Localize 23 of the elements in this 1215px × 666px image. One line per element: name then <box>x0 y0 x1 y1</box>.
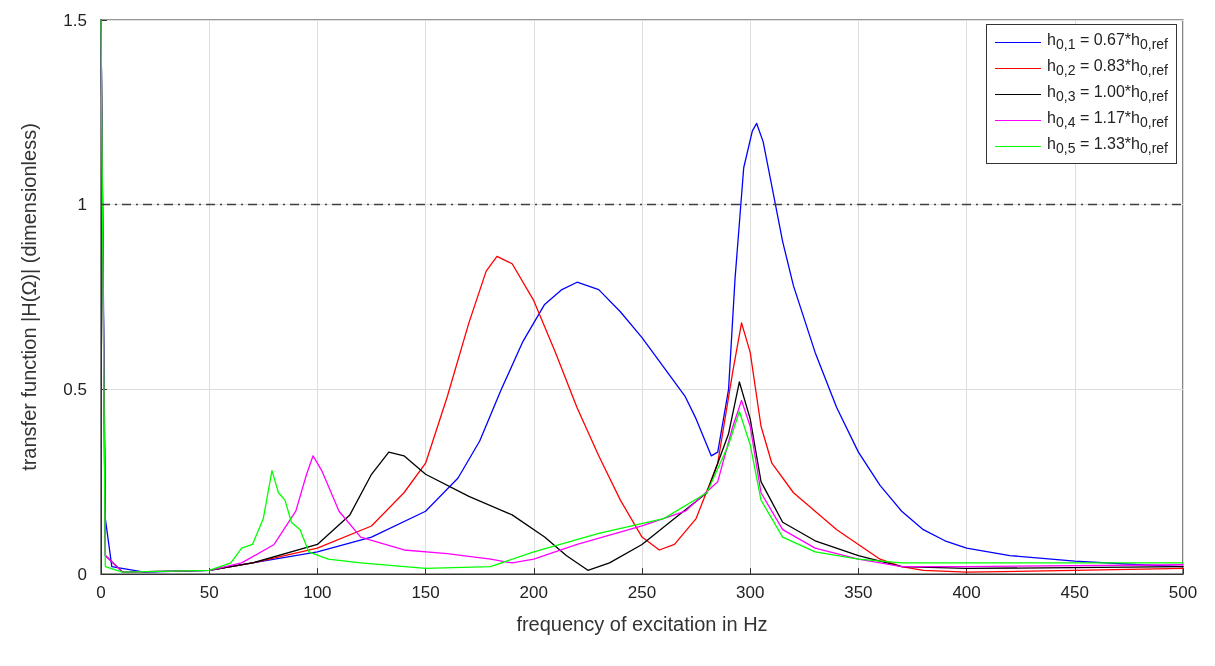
legend-label: h$_{0,1}$ = 0.67*h$_{0,ref}$ <box>1047 31 1168 53</box>
y-tick-label: 1 <box>77 195 87 215</box>
x-tick-label: 400 <box>952 583 981 602</box>
x-tick-label: 200 <box>519 583 548 602</box>
x-tick-label: 450 <box>1060 583 1089 602</box>
x-tick-label: 500 <box>1168 583 1198 602</box>
legend-label: h$_{0,4}$ = 1.17*h$_{0,ref}$ <box>1047 109 1168 131</box>
x-axis-title: frequency of excitation in Hz <box>516 613 768 635</box>
x-tick-label: 150 <box>411 583 440 602</box>
legend-label: h$_{0,3}$ = 1.00*h$_{0,ref}$ <box>1047 83 1168 105</box>
x-tick-label: 350 <box>844 583 873 602</box>
y-tick-label: 0.5 <box>63 379 87 399</box>
legend-label: h$_{0,5}$ = 1.33*h$_{0,ref}$ <box>1047 135 1168 157</box>
x-tick-label: 300 <box>736 583 765 602</box>
legend-label: h$_{0,2}$ = 0.83*h$_{0,ref}$ <box>1047 57 1168 79</box>
y-tick-label: 1.5 <box>63 10 87 30</box>
x-tick-label: 100 <box>303 583 332 602</box>
x-tick-label: 250 <box>627 583 657 602</box>
y-axis-title: transfer function |H(Ω)| (dimensionless) <box>18 123 40 471</box>
y-tick-label: 0 <box>77 564 87 584</box>
x-tick-label: 50 <box>199 583 219 602</box>
line-series <box>100 19 1184 573</box>
x-tick-label: 0 <box>96 583 106 602</box>
